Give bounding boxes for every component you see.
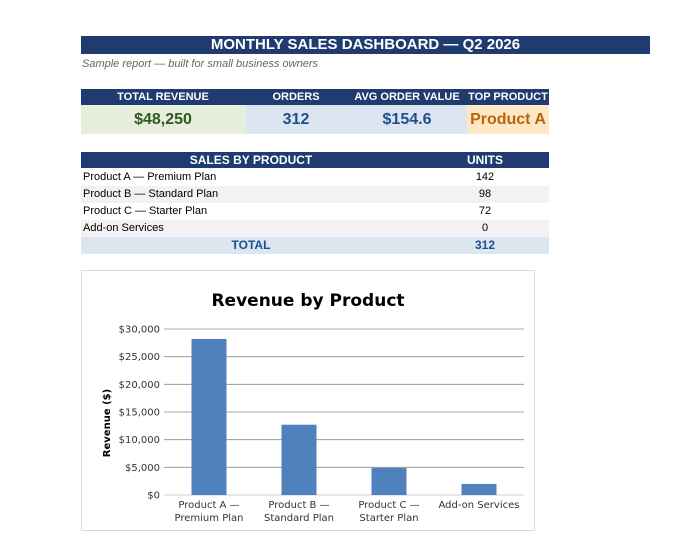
- chart-bar: [281, 424, 317, 495]
- kpi-header-row: TOTAL REVENUE ORDERS AVG ORDER VALUE TOP…: [81, 89, 549, 105]
- chart-x-tick-label: Product C — Starter Plan: [358, 500, 419, 524]
- chart-y-axis-label: Revenue ($): [102, 389, 113, 457]
- table-cell-units: 142: [475, 171, 495, 183]
- table-cell-product: Add-on Services: [83, 222, 164, 234]
- chart-x-tick-label: Product B — Standard Plan: [264, 500, 334, 524]
- chart-y-tick-label: $5,000: [125, 463, 160, 474]
- kpi-label-top-product: TOP PRODUCT: [468, 91, 548, 103]
- revenue-chart-svg: Revenue by Product Revenue ($) $0 $5,000 $…: [102, 291, 524, 524]
- chart-x-tick-label: Add-on Services: [439, 500, 520, 511]
- sales-table-body: Product A — Premium Plan 142 Product B —…: [81, 169, 549, 237]
- chart-y-tick-label: $0: [147, 491, 160, 502]
- table-row: Product A — Premium Plan 142: [81, 169, 549, 186]
- total-units: 312: [474, 238, 496, 252]
- chart-x-tick-label: Product A — Premium Plan: [175, 500, 244, 524]
- revenue-chart: Revenue by Product Revenue ($) $0 $5,000 $…: [81, 270, 535, 531]
- sales-table-header: SALES BY PRODUCT UNITS: [81, 152, 549, 168]
- table-row: Product B — Standard Plan 98: [81, 186, 549, 203]
- chart-y-tick-label: $15,000: [119, 408, 160, 419]
- table-row: Add-on Services 0: [81, 220, 549, 237]
- kpi-value-top-product: Product A: [467, 105, 549, 134]
- chart-bar: [371, 467, 407, 495]
- kpi-label-total-revenue: TOTAL REVENUE: [117, 91, 209, 103]
- kpi-value-avg-order-value: $154.6: [347, 105, 467, 134]
- table-cell-units: 98: [478, 188, 492, 200]
- table-cell-product: Product A — Premium Plan: [83, 171, 217, 183]
- dashboard-subtitle: Sample report — built for small business…: [82, 58, 318, 70]
- total-label: TOTAL: [231, 238, 271, 252]
- chart-y-tick-label: $30,000: [119, 325, 160, 336]
- table-cell-units: 0: [481, 222, 489, 234]
- chart-y-tick-label: $20,000: [119, 380, 160, 391]
- kpi-value-orders: 312: [245, 105, 347, 134]
- kpi-value-row: $48,250 312 $154.6 Product A: [81, 105, 549, 134]
- chart-y-tick-label: $10,000: [119, 435, 160, 446]
- dashboard-title: MONTHLY SALES DASHBOARD — Q2 2026: [81, 36, 650, 54]
- table-cell-units: 72: [478, 205, 492, 217]
- sales-table-header-units: UNITS: [467, 153, 503, 167]
- kpi-value-total-revenue: $48,250: [81, 105, 245, 134]
- chart-title: Revenue by Product: [211, 291, 404, 311]
- table-cell-product: Product B — Standard Plan: [83, 188, 219, 200]
- sales-table-header-product: SALES BY PRODUCT: [189, 153, 313, 167]
- sales-table-total-row: TOTAL 312: [81, 237, 549, 254]
- chart-bar: [191, 338, 227, 495]
- table-row: Product C — Starter Plan 72: [81, 203, 549, 220]
- kpi-label-avg-order-value: AVG ORDER VALUE: [354, 91, 460, 103]
- kpi-label-orders: ORDERS: [272, 91, 320, 103]
- chart-bar: [461, 483, 497, 495]
- table-cell-product: Product C — Starter Plan: [83, 205, 208, 217]
- chart-y-tick-label: $25,000: [119, 352, 160, 363]
